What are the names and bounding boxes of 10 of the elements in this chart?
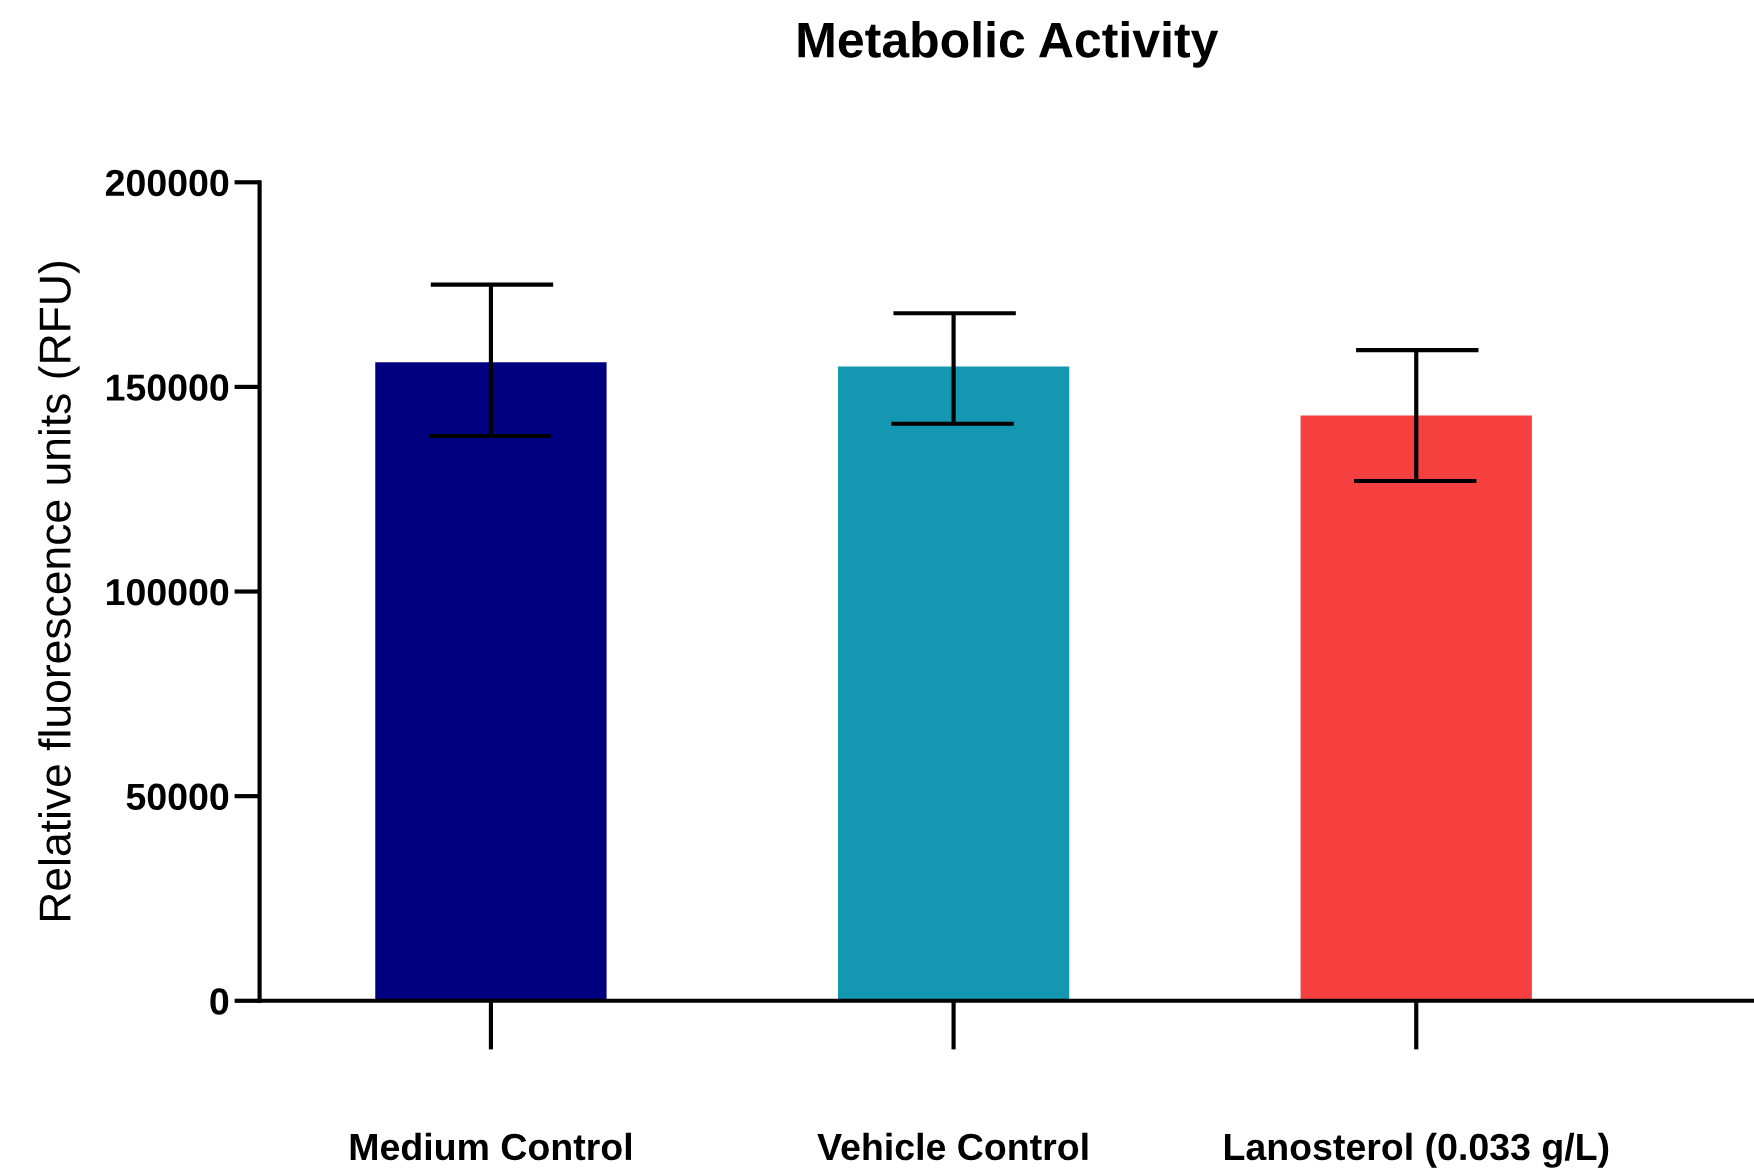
x-tick-label: Lanosterol (0.033 g/L)	[1224, 1132, 1609, 1168]
y-tick-label: 100000	[106, 578, 229, 606]
y-tick-label: 50000	[126, 783, 229, 811]
y-tick-label: 200000	[105, 169, 229, 197]
x-tick-label: Medium Control	[350, 1132, 631, 1161]
y-tick-label: 150000	[106, 374, 229, 401]
y-tick-label: 0	[210, 988, 229, 1015]
x-tick-label: Vehicle Control	[817, 1132, 1088, 1161]
y-axis-title: Relative fluorescence units (RFU)	[38, 262, 80, 921]
chart-title: Metabolic Activity	[798, 21, 1219, 68]
